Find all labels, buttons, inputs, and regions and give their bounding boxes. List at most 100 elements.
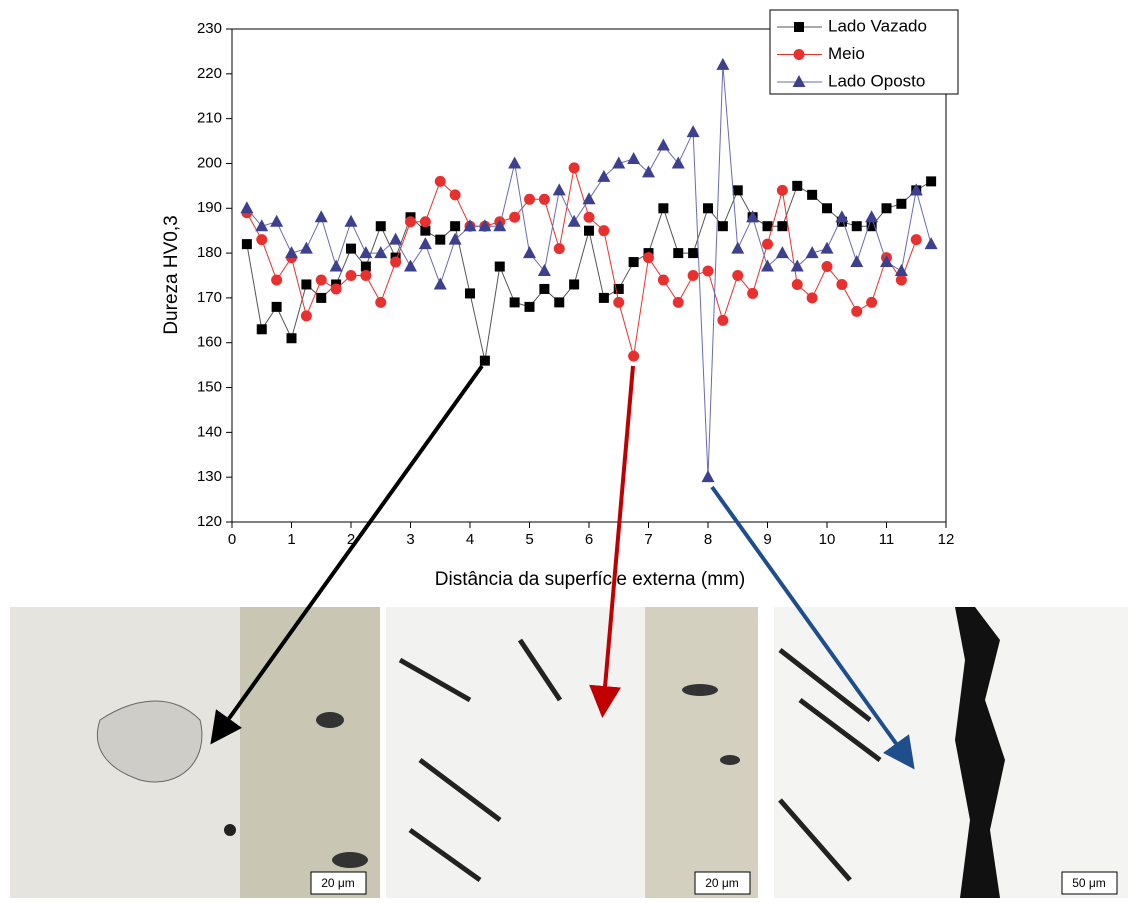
marker [656,138,670,151]
marker [375,221,386,232]
marker [657,274,669,286]
marker [240,201,254,214]
marker [866,296,878,308]
marker [792,180,803,191]
legend-label: Lado Oposto [828,71,925,90]
marker [703,203,713,214]
marker [286,333,297,344]
marker [418,237,432,250]
marker [554,297,565,308]
marker [717,314,729,326]
x-tick-label: 6 [585,531,593,548]
marker [389,232,403,245]
marker [404,259,417,272]
plot-frame [231,28,947,523]
marker [493,219,507,232]
marker [762,221,773,232]
x-tick-label: 12 [938,531,955,548]
scale-bar: 20 μm [321,876,355,890]
legend-marker [794,22,804,32]
marker [613,296,625,308]
marker [790,259,804,272]
marker [731,241,745,254]
y-tick-label: 140 [197,423,222,440]
scale-bar: 20 μm [705,876,739,890]
micrograph-1: 20 μm [10,607,380,898]
marker [463,219,477,232]
marker [613,283,624,294]
y-tick-label: 190 [197,199,222,216]
marker [822,203,832,214]
y-tick-label: 230 [197,20,222,37]
marker [688,248,699,259]
marker [375,296,387,308]
marker [598,225,610,237]
marker [552,183,566,196]
marker [658,203,669,214]
marker [314,210,328,223]
marker [537,264,551,277]
marker [909,183,923,196]
marker [494,261,505,272]
marker [524,193,535,205]
marker [299,241,313,254]
marker [316,292,327,303]
marker [866,221,877,232]
x-tick-label: 1 [287,531,295,548]
marker [896,198,907,209]
marker [344,214,358,227]
marker [628,257,639,268]
marker [450,221,461,232]
marker [433,277,447,290]
marker [256,324,267,335]
marker [330,283,342,295]
marker [420,225,431,236]
marker [895,274,907,286]
marker [642,165,655,178]
marker [910,234,922,246]
marker [582,192,596,205]
marker [598,292,609,303]
micrograph-3: 50 μm [774,607,1128,898]
y-tick-label: 120 [197,513,222,530]
x-tick-label: 0 [228,531,236,548]
marker [345,270,357,281]
x-tick-label: 4 [466,531,474,548]
marker [851,305,863,317]
marker [301,279,312,290]
x-tick-label: 7 [644,531,652,548]
marker [285,246,298,259]
micrograph-2: 20 μm [386,607,758,898]
marker [478,219,492,232]
x-axis-label: Distância da superfície externa (mm) [435,569,745,590]
marker [687,270,699,281]
x-tick-label: 8 [704,531,712,548]
x-tick-label: 9 [763,531,771,548]
marker [256,234,268,246]
marker [806,292,818,304]
marker [716,57,730,70]
arrow [589,365,635,718]
legend-marker [792,75,806,87]
marker [851,221,862,232]
marker [671,156,685,169]
y-tick-label: 160 [197,334,222,351]
marker [509,211,521,223]
marker [865,210,879,223]
marker [346,243,356,254]
y-axis-label: Dureza HV0,3 [161,215,182,334]
marker [241,239,252,250]
marker [567,214,581,227]
marker [686,125,700,138]
marker [360,261,371,272]
x-tick-label: 3 [406,531,414,548]
marker [390,256,402,268]
x-tick-label: 11 [879,531,895,548]
marker [539,283,550,294]
marker [612,156,626,169]
marker [508,156,522,169]
marker [673,248,684,259]
marker [449,189,461,201]
marker [255,219,269,232]
